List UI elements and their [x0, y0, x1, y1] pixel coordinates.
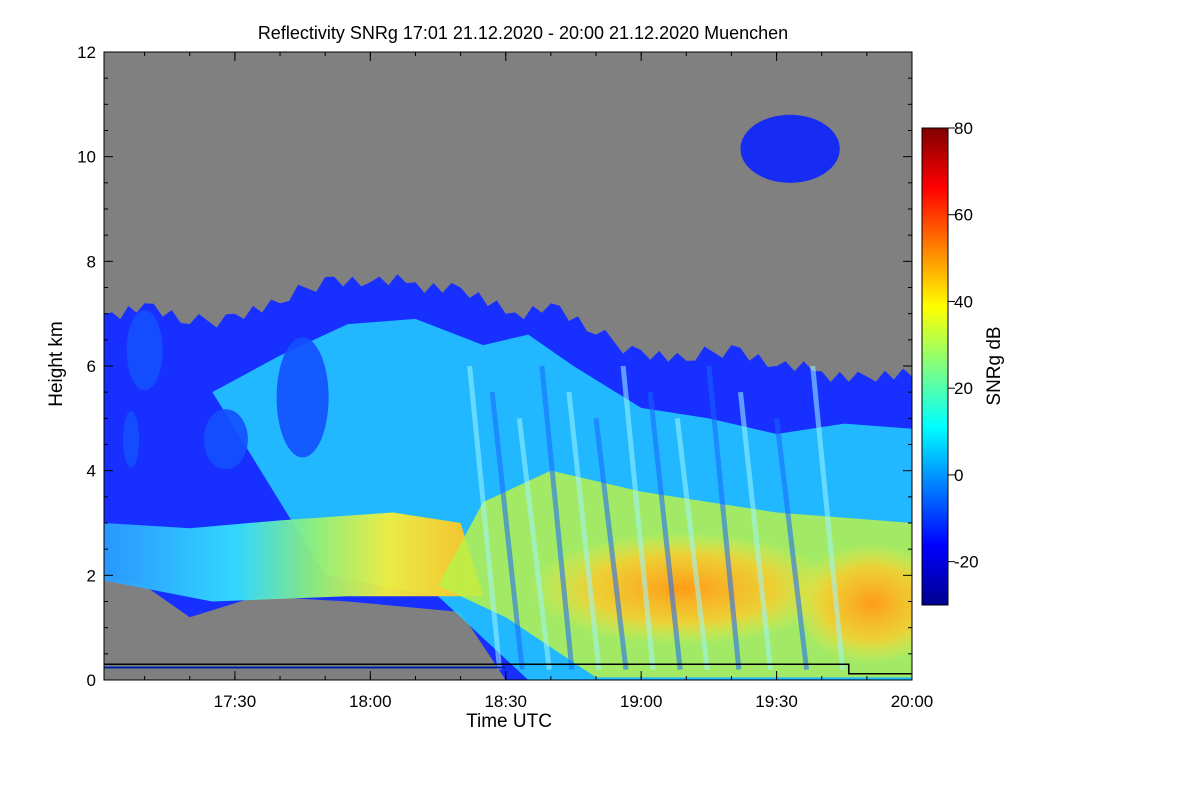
y-tick-label: 8 [87, 252, 96, 271]
x-tick-label: 19:00 [620, 692, 663, 711]
echo-cirrus-layer [740, 114, 840, 183]
echo-high-snr-core [792, 543, 912, 664]
colorbar-ticks: -20 0 20 40 60 80 [948, 119, 979, 572]
echo-fall-streak [489, 391, 525, 670]
colorbar-tick-label: 40 [954, 292, 973, 311]
echo-upper-tuft [203, 409, 248, 470]
axes: 17:30 18:00 18:30 19:00 19:30 20:00 0 2 4 6 8 10 12 [77, 43, 933, 711]
echo-fall-streak [566, 391, 602, 670]
echo-fall-streak [810, 365, 846, 670]
x-tick-label: 19:30 [755, 692, 798, 711]
y-tick-label: 2 [87, 566, 96, 585]
echo-upper-tuft [123, 411, 140, 468]
echo-low-layer [104, 512, 484, 602]
echo-fall-streak [706, 365, 742, 670]
echo-fall-streak [593, 418, 629, 670]
y-tick-label: 4 [87, 462, 96, 481]
melting-layer-line [104, 663, 912, 675]
x-tick-label: 18:00 [349, 692, 392, 711]
y-tick-label: 0 [87, 671, 96, 690]
colorbar-tick-label: 0 [954, 466, 963, 485]
echo-fall-streak [467, 365, 503, 670]
echo-fall-streak [647, 391, 683, 670]
y-tick-label: 6 [87, 357, 96, 376]
echo-fall-streak [774, 418, 810, 670]
colorbar-label: SNRg dB [984, 326, 1005, 405]
echo-fall-streak [674, 418, 710, 670]
x-axis-label: Time UTC [466, 711, 552, 732]
colorbar [921, 127, 949, 606]
x-tick-label: 20:00 [891, 692, 934, 711]
echo-upper-tuft [126, 310, 163, 391]
colorbar-tick-label: 20 [954, 379, 973, 398]
x-tick-label: 18:30 [484, 692, 527, 711]
y-tick-label: 12 [77, 43, 96, 62]
colorbar-tick-label: 60 [954, 206, 973, 225]
echo-upper-tuft [276, 337, 329, 458]
colorbar-tick-label: -20 [954, 553, 979, 572]
y-axis-label: Height km [46, 321, 67, 407]
colorbar-tick-label: 80 [954, 119, 973, 138]
echo-fall-streak [737, 391, 773, 670]
chart-title: Reflectivity SNRg 17:01 21.12.2020 - 20:… [258, 23, 788, 43]
x-tick-label: 17:30 [214, 692, 257, 711]
y-tick-label: 10 [77, 148, 96, 167]
echo-fall-streak [516, 418, 552, 670]
radar-echo-field [104, 114, 912, 680]
echo-fall-streak [620, 365, 656, 670]
echo-fall-streak [539, 365, 575, 670]
